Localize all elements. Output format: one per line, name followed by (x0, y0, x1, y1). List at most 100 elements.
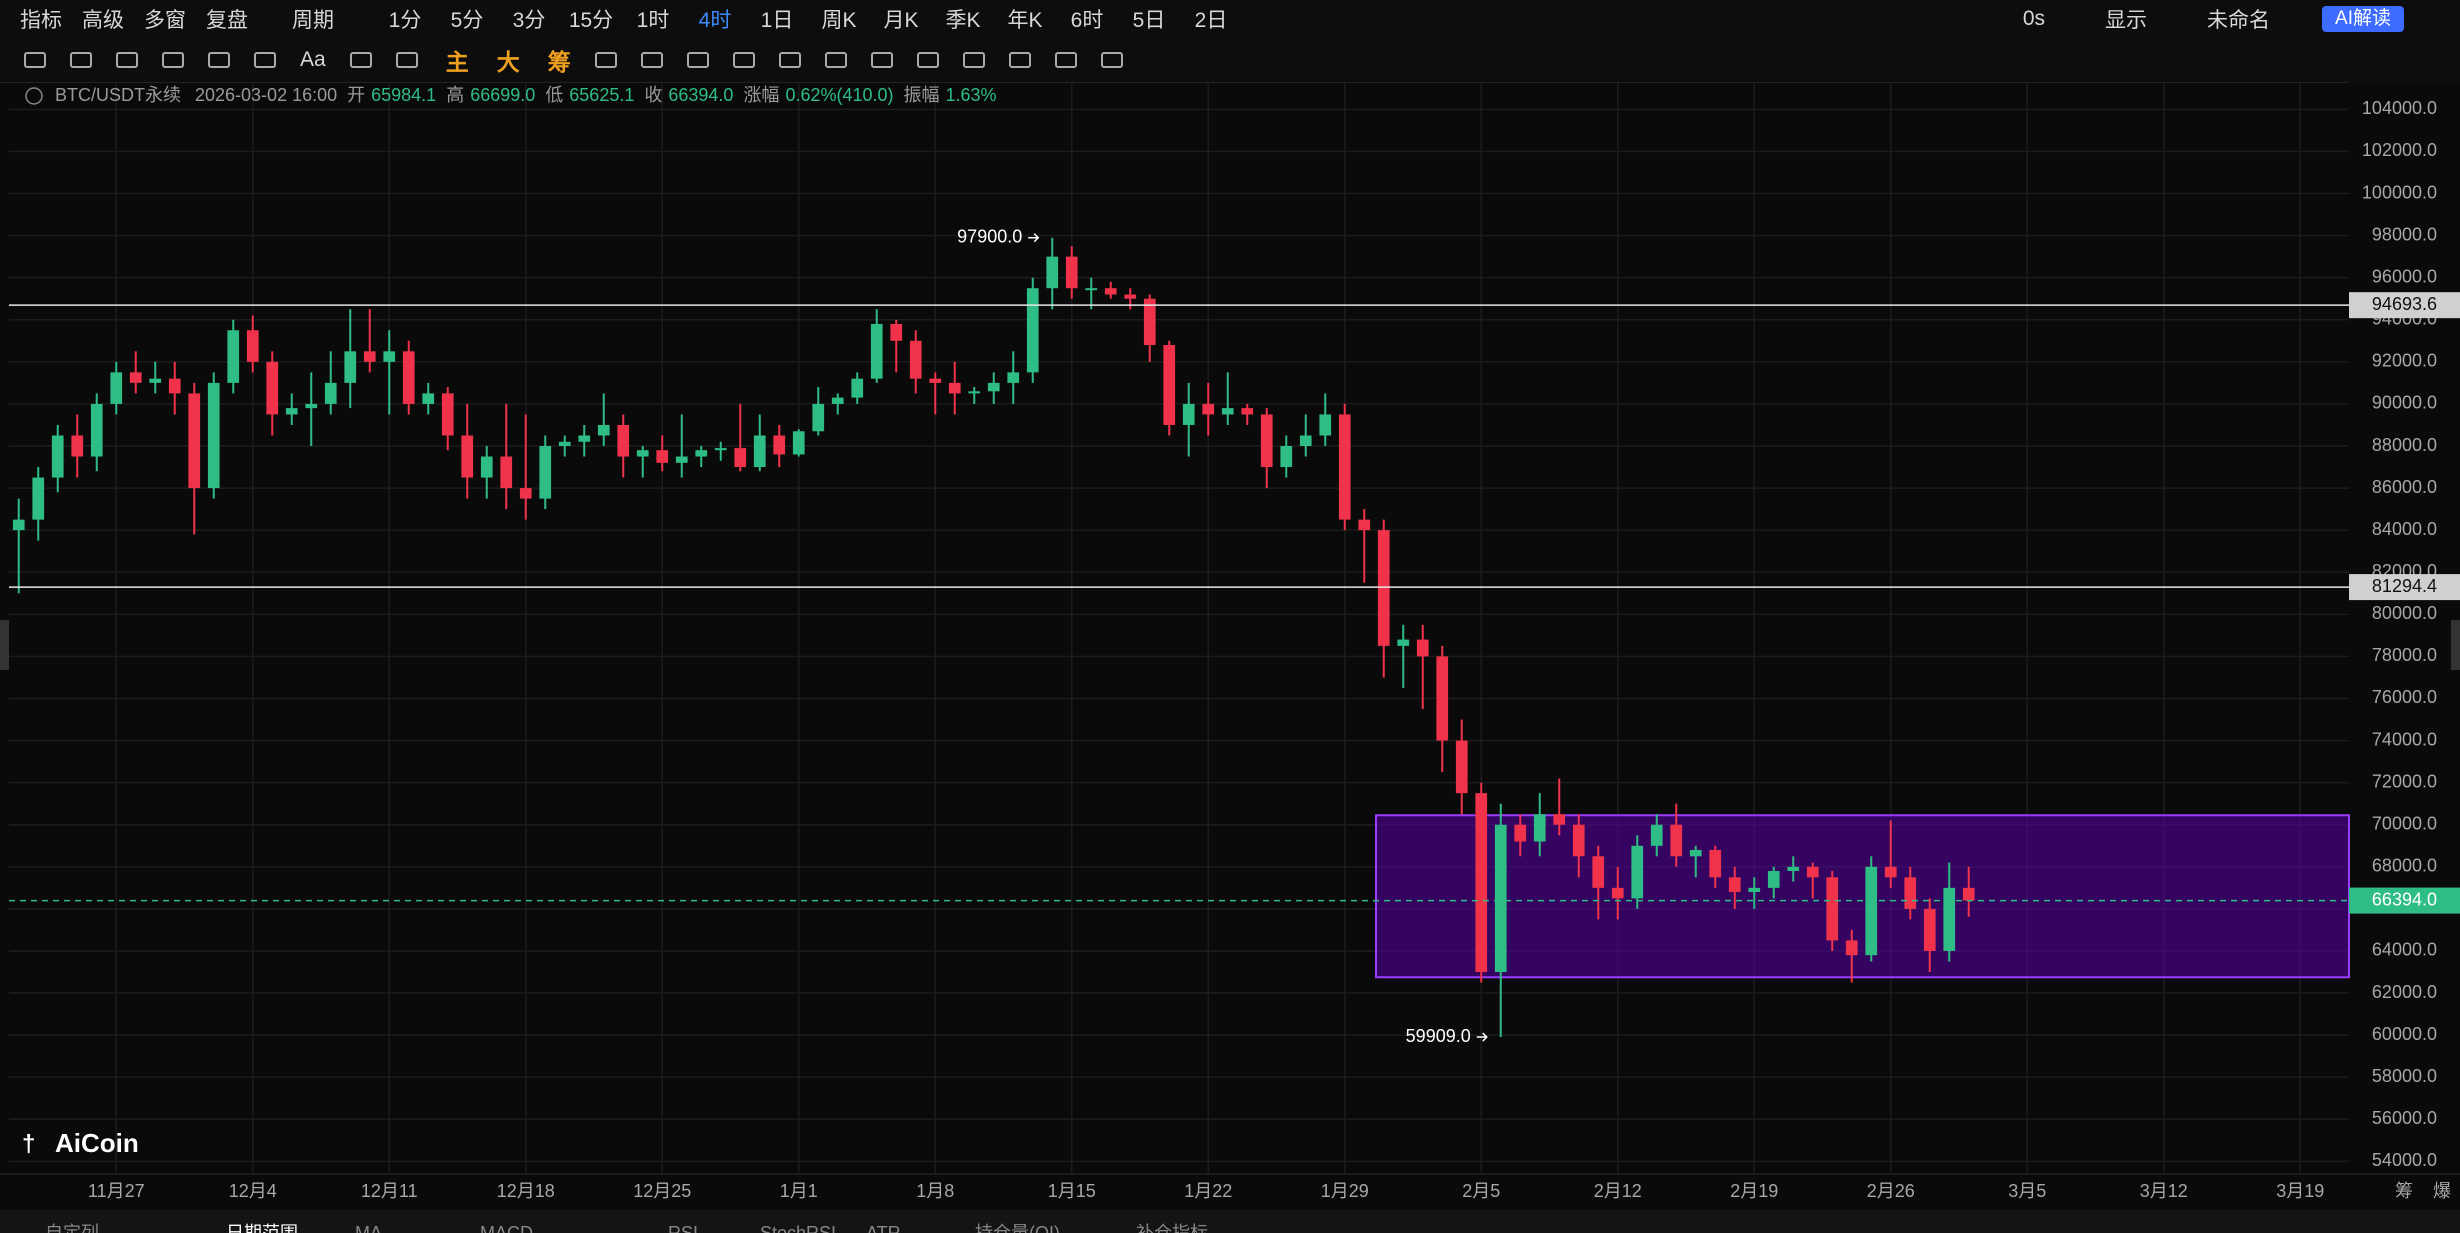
candle-body (1670, 824, 1683, 857)
period-button[interactable]: 周K (821, 9, 857, 32)
tool-icon[interactable] (70, 52, 92, 68)
ai-button[interactable]: AI解读 (2322, 6, 2404, 32)
bottom-strip (0, 1210, 2460, 1233)
tool-icon[interactable] (594, 52, 617, 68)
period-button[interactable]: 5分 (450, 9, 484, 32)
side-handle (0, 620, 9, 670)
period-button[interactable]: 1时 (636, 9, 670, 32)
candle-body (1221, 408, 1234, 415)
info-item: 收 (644, 85, 662, 105)
candle-body (792, 431, 805, 455)
toolbar-button[interactable]: 指标 (20, 9, 62, 32)
candle-body (1377, 530, 1390, 646)
candle-body (1436, 656, 1449, 741)
candle-body (1065, 256, 1078, 289)
info-item: 65625.1 (569, 85, 634, 105)
tool-icon[interactable] (870, 52, 893, 68)
tool-icon[interactable] (24, 52, 46, 68)
toolbar-button[interactable]: 复盘 (206, 9, 248, 32)
tool-icon[interactable] (962, 52, 985, 68)
x-tick-label: 2月19 (1730, 1181, 1778, 1201)
tool-icon[interactable] (916, 52, 939, 68)
candle-body (675, 456, 688, 463)
candle-body (110, 372, 123, 404)
candle-body (1689, 849, 1702, 857)
info-item: 低 (545, 85, 563, 105)
candle-body (71, 435, 84, 457)
period-button[interactable]: 15分 (568, 9, 614, 32)
tool-icon[interactable] (824, 52, 847, 68)
candle-body (1533, 814, 1546, 842)
tool-icon[interactable] (254, 52, 276, 68)
tool-icon[interactable] (1008, 52, 1031, 68)
candle-body (636, 450, 649, 457)
period-button[interactable]: 1分 (388, 9, 422, 32)
tool-icon[interactable] (208, 52, 230, 68)
y-tick-label: 90000.0 (2372, 393, 2437, 413)
tool-icon[interactable] (162, 52, 184, 68)
overlay-button[interactable]: 大 (496, 49, 520, 75)
candle-body (1280, 446, 1293, 468)
tool-icon[interactable] (116, 52, 138, 68)
overlay-button[interactable]: 主 (445, 49, 469, 75)
period-menu[interactable]: 周期 (292, 9, 334, 32)
candle-body (831, 397, 844, 404)
period-button[interactable]: 季K (945, 9, 981, 32)
toolbar-button[interactable]: 多窗 (144, 9, 186, 32)
toolbar-button[interactable]: 显示 (2105, 9, 2147, 32)
overlay-button[interactable]: 筹 (547, 49, 571, 75)
y-tick-label: 54000.0 (2372, 1150, 2437, 1170)
candle-body (480, 456, 493, 478)
candle-body (1085, 288, 1098, 291)
toolbar-button[interactable]: 未命名 (2207, 9, 2270, 32)
x-tick-label: 2月26 (1867, 1181, 1915, 1201)
period-button[interactable]: 2日 (1194, 9, 1228, 32)
bottom-tab: RSI (668, 1223, 698, 1233)
candle-body (32, 477, 45, 520)
candle-body (1787, 866, 1800, 872)
bottom-tab: 自定列 (45, 1223, 99, 1233)
candle-body (149, 378, 162, 383)
info-item: 65984.1 (371, 85, 436, 105)
font-tool[interactable]: Aa (300, 48, 326, 71)
tool-icon[interactable] (732, 52, 755, 68)
candle-body (441, 393, 454, 436)
candle-body (1494, 824, 1507, 973)
tool-icon[interactable] (1100, 52, 1123, 68)
x-tick-label: 12月11 (361, 1181, 418, 1201)
tool-icon[interactable] (640, 52, 663, 68)
period-button[interactable]: 年K (1007, 9, 1043, 32)
period-button[interactable]: 4时 (698, 9, 732, 32)
candle-body (266, 361, 279, 415)
toolbar-button[interactable]: 0s (2022, 7, 2045, 30)
candle-body (1514, 824, 1527, 842)
period-button[interactable]: 1日 (760, 9, 794, 32)
tool-icon[interactable] (349, 52, 372, 68)
tool-icon[interactable] (778, 52, 801, 68)
candle-body (519, 488, 532, 499)
candle-body (1631, 845, 1644, 899)
info-item: 涨幅 (743, 85, 779, 105)
period-button[interactable]: 月K (883, 9, 919, 32)
period-button[interactable]: 5日 (1132, 9, 1166, 32)
period-button[interactable]: 3分 (512, 9, 546, 32)
drawing-toolbar: Aa 主 大 筹 (0, 38, 2460, 83)
tool-icon[interactable] (1054, 52, 1077, 68)
candle-body (1611, 887, 1624, 899)
bottom-tab: MACD (480, 1223, 533, 1233)
bottom-tab: 补仓指标 (1136, 1223, 1208, 1233)
candle-body (1124, 294, 1137, 299)
y-tick-label: 102000.0 (2362, 140, 2437, 160)
period-button[interactable]: 6时 (1070, 9, 1104, 32)
candle-body (656, 450, 669, 463)
candle-body (1553, 814, 1566, 825)
toolbar-button[interactable]: 高级 (82, 9, 124, 32)
price-axis-bg (2349, 82, 2460, 1174)
tool-icon[interactable] (686, 52, 709, 68)
candle-body (1143, 298, 1156, 346)
candle-body (617, 424, 630, 457)
tool-icon[interactable] (395, 52, 418, 68)
candle-body (324, 382, 337, 404)
